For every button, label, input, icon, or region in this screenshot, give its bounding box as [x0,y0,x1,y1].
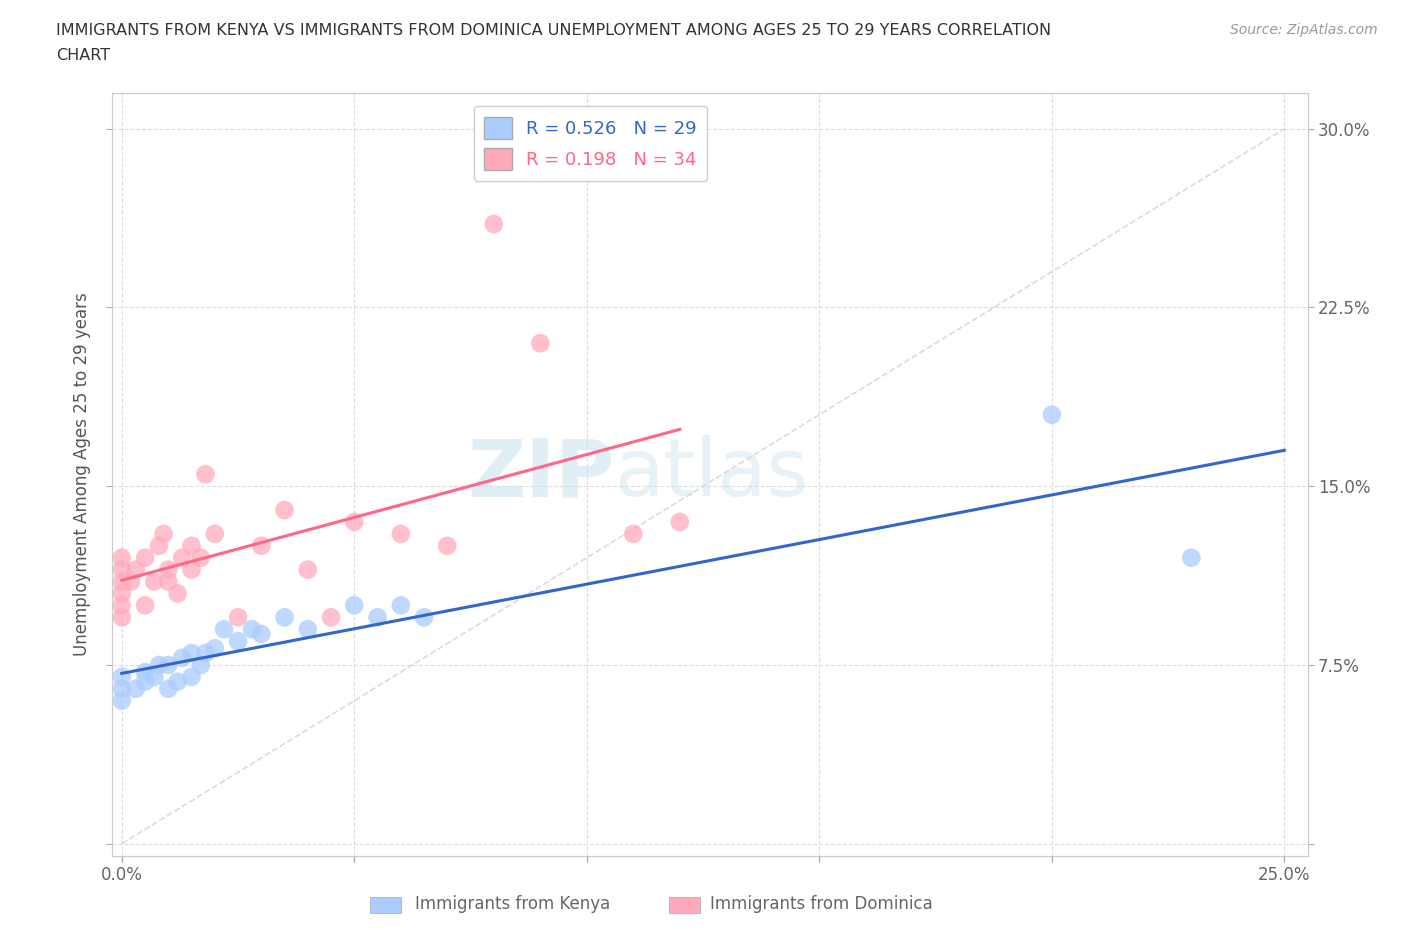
Point [1040,407,1063,422]
Point [204,526,226,541]
Point [389,598,412,613]
Point [111,598,134,613]
Point [1180,551,1202,565]
Y-axis label: Unemployment Among Ages 25 to 29 years: Unemployment Among Ages 25 to 29 years [73,292,91,657]
Text: atlas: atlas [614,435,808,513]
Legend: R = 0.526   N = 29, R = 0.198   N = 34: R = 0.526 N = 29, R = 0.198 N = 34 [474,106,707,180]
Point [250,538,273,553]
Point [226,610,249,625]
Point [297,562,319,577]
Point [482,217,505,232]
Point [111,610,134,625]
Point [166,674,188,689]
Point [120,574,142,589]
Text: Source: ZipAtlas.com: Source: ZipAtlas.com [1230,23,1378,37]
Point [111,586,134,601]
Point [180,562,202,577]
Point [134,551,156,565]
Point [111,562,134,577]
Point [157,562,180,577]
Point [343,598,366,613]
Point [212,622,235,637]
Point [111,551,134,565]
Point [148,538,170,553]
Point [319,610,342,625]
Text: ZIP: ZIP [467,435,614,513]
Point [529,336,551,351]
Point [157,574,180,589]
Text: CHART: CHART [56,48,110,63]
Point [166,586,188,601]
Point [273,502,295,517]
Point [343,514,366,529]
Point [157,682,180,697]
Point [172,650,194,665]
Point [134,674,156,689]
Point [669,514,692,529]
Point [240,622,263,637]
Text: IMMIGRANTS FROM KENYA VS IMMIGRANTS FROM DOMINICA UNEMPLOYMENT AMONG AGES 25 TO : IMMIGRANTS FROM KENYA VS IMMIGRANTS FROM… [56,23,1052,38]
Point [180,645,202,660]
Point [111,670,134,684]
Point [172,551,194,565]
Point [134,665,156,680]
Point [111,682,134,697]
Point [389,526,412,541]
Point [621,526,644,541]
Text: Immigrants from Dominica: Immigrants from Dominica [710,895,932,913]
Point [204,641,226,656]
Point [436,538,458,553]
Point [273,610,295,625]
Point [125,682,148,697]
Point [250,627,273,642]
Point [143,670,166,684]
Point [152,526,174,541]
Point [190,658,212,672]
Point [148,658,170,672]
Point [413,610,436,625]
Point [180,670,202,684]
Text: Immigrants from Kenya: Immigrants from Kenya [415,895,610,913]
Point [194,645,217,660]
Point [367,610,389,625]
Point [180,538,202,553]
Point [157,658,180,672]
Point [143,574,166,589]
Point [111,693,134,708]
Point [194,467,217,482]
Point [297,622,319,637]
Point [125,562,148,577]
Point [226,633,249,648]
Point [190,551,212,565]
Point [134,598,156,613]
Point [111,574,134,589]
